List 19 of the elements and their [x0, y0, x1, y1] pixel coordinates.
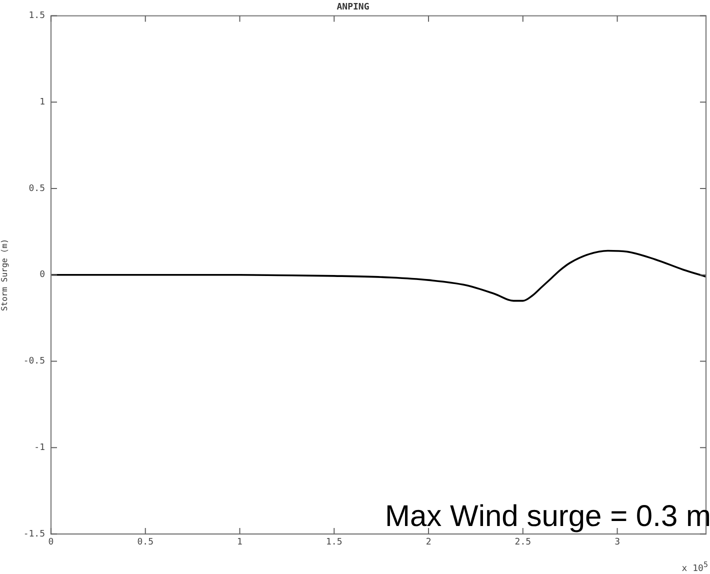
x-tick-label: 2.5	[514, 538, 532, 548]
x-tick-label: 3	[614, 538, 620, 548]
y-tick-label: 0	[40, 270, 45, 280]
x-tick-label: 0	[48, 538, 54, 548]
line-series	[51, 250, 706, 302]
x-tick-label: 0.5	[137, 538, 154, 548]
chart-title: ANPING	[336, 2, 370, 13]
text: x 10$^{5}$	[682, 560, 708, 574]
annotation: Max Wind surge = 0.3 m	[385, 500, 710, 534]
y-axis-title: Storm Surge (m)	[0, 238, 9, 312]
x-tick-label: 1.5	[326, 538, 342, 548]
y-tick-label: 0.5	[28, 184, 45, 194]
y-tick-label: -1.5	[23, 529, 45, 540]
y-tick-label: -0.5	[23, 356, 45, 367]
y-tick-label: 1	[40, 98, 45, 108]
x-tick-label: 1	[237, 538, 242, 548]
y-tick-label: 1.5	[28, 11, 45, 22]
x-tick-label: 2	[426, 538, 432, 548]
y-tick-label: -1	[34, 442, 45, 453]
